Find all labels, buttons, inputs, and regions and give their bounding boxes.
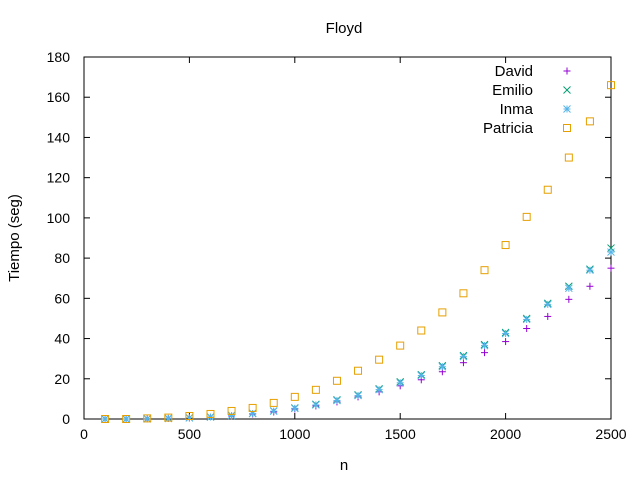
data-point-patricia [290,392,299,401]
data-point-inma [333,396,341,405]
legend-label-patricia: Patricia [483,120,534,137]
data-point-patricia [564,153,573,162]
data-point-patricia [164,413,173,422]
x-tick-label: 1500 [385,426,416,442]
legend-label-inma: Inma [500,101,534,118]
x-tick-label: 500 [178,426,202,442]
legend-marker-david [563,67,571,75]
data-point-inma [122,415,131,423]
data-point-patricia [354,366,363,375]
data-point-patricia [311,385,320,394]
data-point-patricia [417,326,426,335]
data-point-patricia [480,266,489,275]
x-tick-label: 0 [80,426,88,442]
data-point-inma [375,385,383,394]
y-tick-label: 0 [62,411,70,427]
data-point-inma [312,401,320,409]
data-point-patricia [206,409,215,418]
data-point-patricia [101,415,110,423]
legend: David Emilio Inma Patricia [483,63,571,137]
data-point-patricia [438,308,447,317]
data-point-inma [185,413,194,422]
data-point-patricia [375,355,384,364]
data-point-patricia [459,289,468,298]
data-point-inma [269,407,278,416]
data-point-inma [354,391,362,400]
data-point-patricia [143,414,152,423]
data-point-inma [438,362,447,371]
data-point-inma [480,341,489,350]
data-point-patricia [396,341,405,350]
data-point-david [459,359,467,367]
data-point-inma [396,378,405,387]
data-point-david [565,295,573,303]
data-point-inma [227,411,236,420]
series-patricia [101,81,615,423]
data-point-patricia [185,411,194,420]
data-point-patricia [122,415,131,423]
data-point-david [481,349,489,357]
data-point-inma [564,284,573,293]
data-point-inma [543,300,552,309]
data-point-patricia [227,406,236,415]
x-tick-label: 1000 [279,426,310,442]
chart-title: Floyd [326,20,363,37]
data-point-david [544,312,552,320]
data-point-inma [101,415,109,423]
y-tick-label: 160 [47,89,71,105]
data-point-patricia [501,241,510,250]
legend-marker-patricia [563,124,571,132]
x-tick-label: 2500 [595,426,626,442]
data-point-inma [290,404,299,413]
data-point-patricia [607,81,615,90]
data-point-patricia [522,212,531,221]
data-point-patricia [269,398,278,407]
y-tick-label: 180 [47,49,71,65]
data-point-patricia [248,403,257,412]
data-point-inma [143,414,152,423]
series-inma [101,248,615,423]
legend-label-david: David [495,63,533,80]
data-point-patricia [332,376,341,385]
legend-label-emilio: Emilio [492,82,533,99]
y-tick-label: 120 [47,170,71,186]
y-tick-label: 60 [54,290,70,306]
data-point-inma [522,315,531,324]
data-point-patricia [543,185,552,194]
x-tick-label: 2000 [490,426,521,442]
axis-ticks: 0 500 1000 1500 2000 2500 0 20 40 60 80 100 120 140 16… [47,49,627,442]
legend-marker-emilio [563,86,571,94]
data-point-inma [459,352,468,361]
y-tick-label: 40 [54,331,70,347]
y-tick-label: 80 [54,250,70,266]
data-point-david [502,338,510,346]
data-point-david [523,325,531,332]
data-point-david [586,282,594,290]
x-axis-label: n [340,457,348,474]
y-axis-label: Tiempo (seg) [6,194,23,282]
data-point-patricia [585,117,594,126]
plot-border [83,56,612,420]
data-point-inma [417,371,426,380]
data-point-inma [586,266,594,275]
y-tick-label: 100 [47,210,71,226]
y-tick-label: 20 [54,371,70,387]
data-point-inma [607,248,615,256]
y-tick-label: 140 [47,129,71,145]
data-point-inma [501,329,510,338]
data-point-david [607,264,615,272]
data-points [101,81,615,423]
legend-marker-inma [563,105,571,113]
